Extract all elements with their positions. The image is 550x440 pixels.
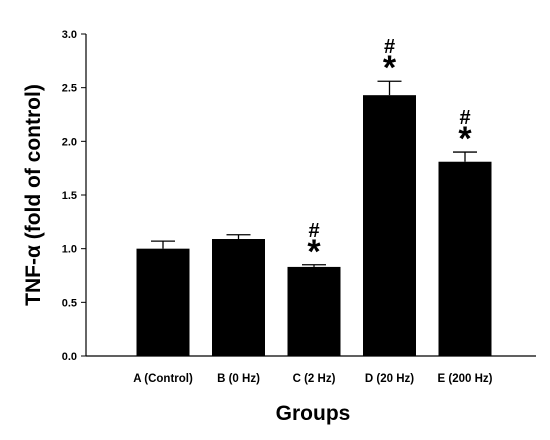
significance-star: *: [307, 233, 321, 271]
significance-hash: #: [384, 36, 395, 58]
significance-hash: #: [308, 220, 319, 242]
x-tick-label: E (200 Hz): [438, 373, 493, 385]
bar: [212, 239, 265, 356]
significance-star: *: [458, 120, 472, 158]
y-tick-label: 2.5: [62, 83, 77, 95]
bar: [136, 248, 190, 356]
y-axis-title: TNF-α (fold of control): [22, 84, 45, 306]
bar: [438, 161, 492, 356]
significance-hash: #: [459, 107, 470, 129]
bar: [287, 266, 341, 356]
significance-star: *: [383, 49, 397, 87]
x-tick-label: C (2 Hz): [293, 373, 336, 385]
y-tick-label: 0.5: [62, 297, 77, 309]
x-tick-label: B (0 Hz): [217, 373, 260, 385]
y-tick-label: 2.0: [62, 136, 77, 148]
x-tick-label: D (20 Hz): [365, 373, 414, 385]
y-tick-label: 1.0: [62, 244, 77, 256]
y-tick-label: 0.0: [62, 351, 77, 363]
x-tick-label: A (Control): [133, 373, 193, 385]
y-tick-label: 1.5: [62, 190, 77, 202]
y-tick-label: 3.0: [62, 29, 77, 41]
plot-area: 0.0 0.5 1.0 1.5 2.0 2.5 3.0 A (Control) B (0 Hz)…: [62, 29, 536, 385]
x-axis-title: Groups: [276, 402, 351, 425]
bar: [363, 95, 416, 357]
